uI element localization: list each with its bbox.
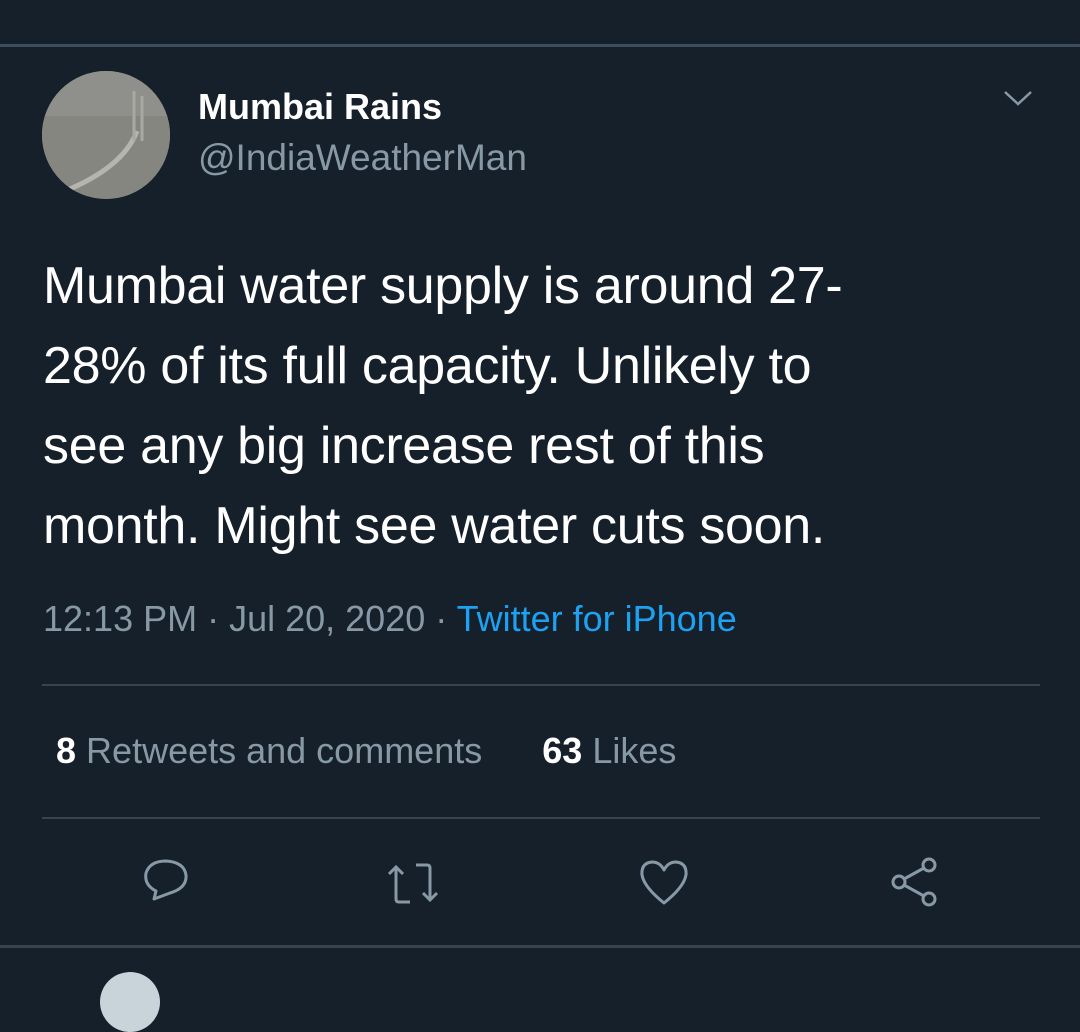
bottom-divider (0, 945, 1080, 948)
tweet-line: month. Might see water cuts soon. (43, 497, 826, 555)
avatar[interactable] (42, 71, 170, 199)
tweet-line: 28% of its full capacity. Unlikely to (43, 337, 812, 395)
separator: · (197, 598, 230, 639)
author-name[interactable]: Mumbai Rains (198, 86, 443, 127)
tweet-line: see any big increase rest of this (43, 417, 765, 475)
next-tweet-avatar[interactable] (100, 972, 160, 1032)
like-icon[interactable] (636, 855, 692, 911)
top-divider (0, 44, 1080, 47)
author-handle[interactable]: @IndiaWeatherMan (198, 137, 527, 178)
retweet-icon[interactable] (384, 855, 448, 911)
separator: · (425, 598, 457, 639)
tweet-meta: 12:13 PM · Jul 20, 2020 · Twitter for iP… (43, 598, 737, 640)
retweets-count: 8 (56, 730, 77, 771)
tweet-text: Mumbai water supply is around 27- 28% of… (43, 246, 843, 566)
tweet-stats: 8 Retweets and comments 63 Likes (56, 730, 676, 772)
likes-label: Likes (592, 730, 677, 771)
reply-icon[interactable] (140, 855, 196, 911)
avatar-bridge-image (42, 71, 170, 199)
retweets-stat[interactable]: 8 Retweets and comments (56, 730, 482, 771)
tweet-date: Jul 20, 2020 (229, 598, 426, 639)
tweet-source-link[interactable]: Twitter for iPhone (456, 598, 737, 639)
divider (42, 684, 1040, 686)
tweet-time: 12:13 PM (43, 598, 198, 639)
retweets-label: Retweets and comments (86, 730, 483, 771)
tweet-line: Mumbai water supply is around 27- (43, 257, 843, 315)
chevron-down-icon[interactable] (1002, 88, 1034, 108)
divider (42, 817, 1040, 819)
share-icon[interactable] (885, 855, 945, 911)
likes-stat[interactable]: 63 Likes (542, 730, 676, 771)
likes-count: 63 (542, 730, 583, 771)
